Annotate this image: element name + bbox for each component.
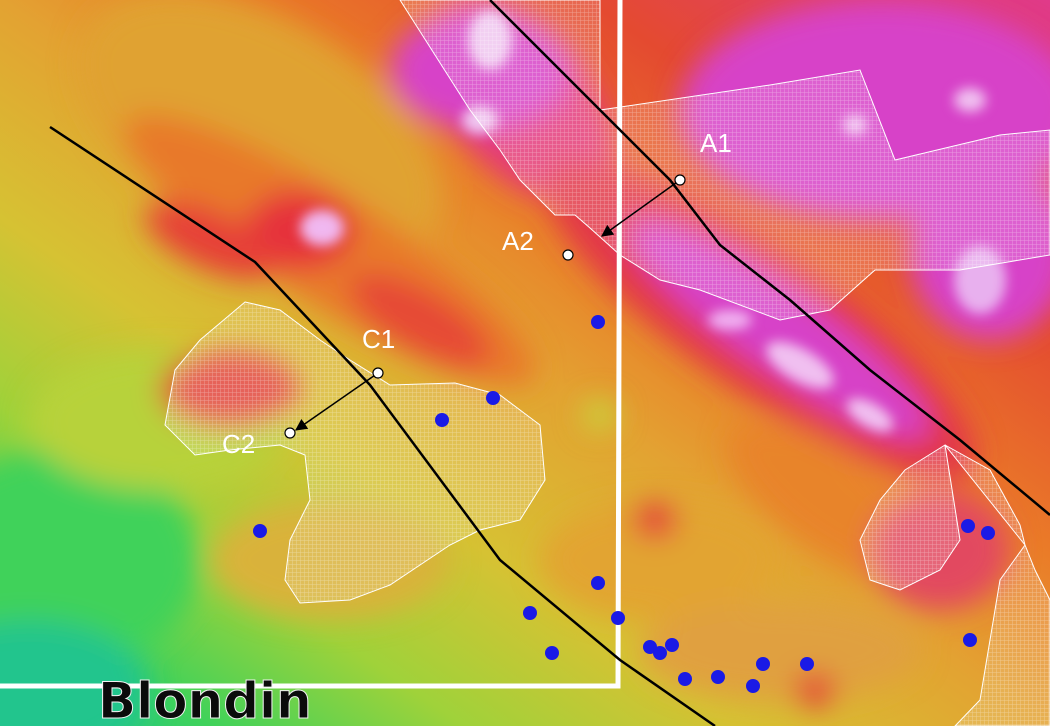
- hatched-zone-e: [859, 444, 1050, 726]
- point-c2[interactable]: [284, 427, 296, 439]
- blue-marker[interactable]: [963, 633, 977, 647]
- hatched-zones: [164, 0, 1050, 726]
- point-a2[interactable]: [562, 249, 574, 261]
- point-a1[interactable]: [674, 174, 686, 186]
- blue-marker[interactable]: [253, 524, 267, 538]
- blue-marker[interactable]: [756, 657, 770, 671]
- blue-marker[interactable]: [611, 611, 625, 625]
- blue-marker[interactable]: [591, 576, 605, 590]
- blue-marker[interactable]: [678, 672, 692, 686]
- arrow-c1-c2: [295, 372, 379, 431]
- arrow-a1-a2: [601, 179, 681, 237]
- blue-marker[interactable]: [961, 519, 975, 533]
- blue-marker[interactable]: [523, 606, 537, 620]
- blue-marker[interactable]: [591, 315, 605, 329]
- blue-marker[interactable]: [665, 638, 679, 652]
- point-c1[interactable]: [372, 367, 384, 379]
- property-boundary: [0, 0, 620, 686]
- blue-markers: [253, 315, 995, 693]
- place-label-blondin: Blondin: [98, 672, 312, 726]
- blue-marker[interactable]: [746, 679, 760, 693]
- blue-marker[interactable]: [981, 526, 995, 540]
- blue-marker[interactable]: [653, 646, 667, 660]
- blue-marker[interactable]: [486, 391, 500, 405]
- sample-points: [284, 174, 686, 439]
- profile-arrows: [295, 179, 681, 431]
- blue-marker[interactable]: [435, 413, 449, 427]
- label-c2: C2: [222, 429, 255, 459]
- hatched-zone-a: [399, 0, 1050, 321]
- blue-marker[interactable]: [545, 646, 559, 660]
- blue-marker[interactable]: [800, 657, 814, 671]
- hatched-zone-c: [164, 301, 546, 604]
- label-a1: A1: [700, 128, 732, 158]
- label-a2: A2: [502, 226, 534, 256]
- survey-lines: [49, 0, 1050, 726]
- blue-marker[interactable]: [711, 670, 725, 684]
- label-c1: C1: [362, 324, 395, 354]
